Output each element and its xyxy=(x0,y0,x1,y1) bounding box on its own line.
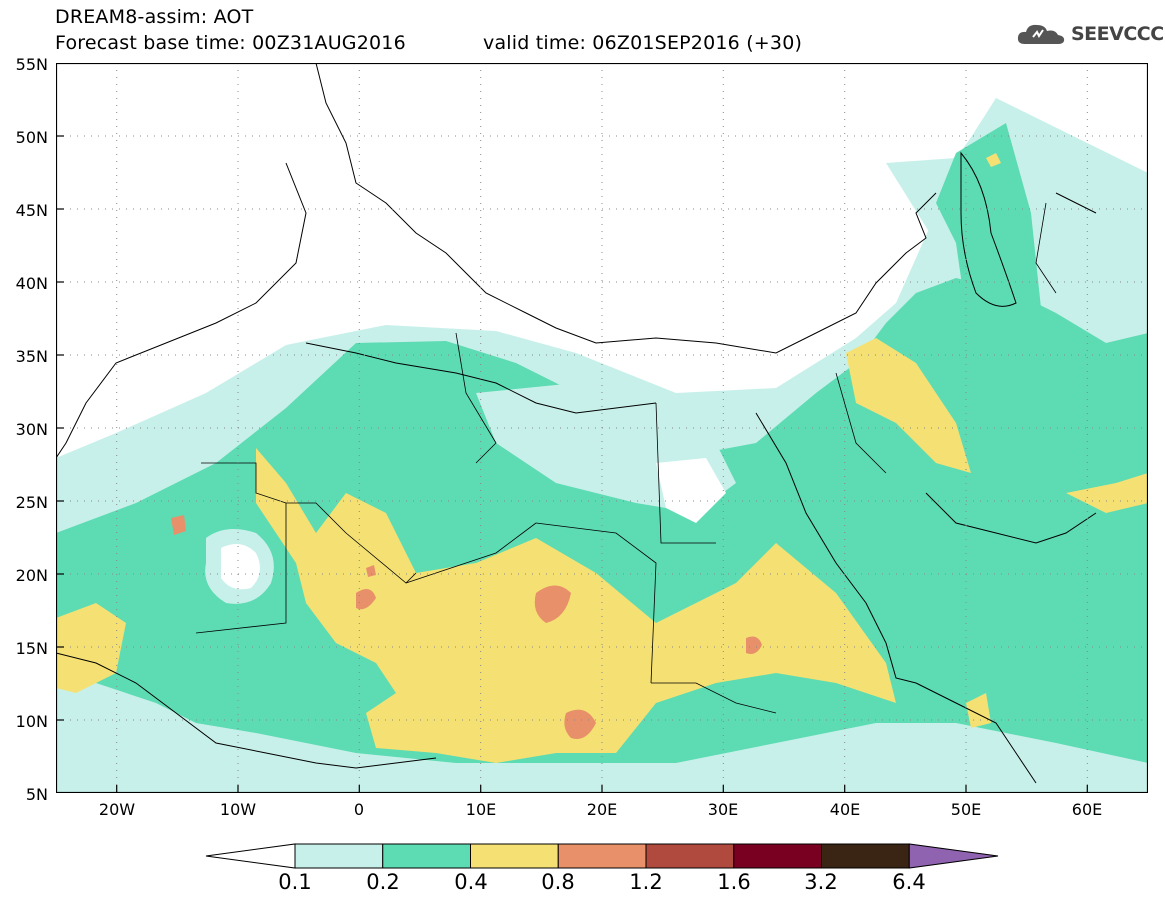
lat-label: 55N xyxy=(15,55,48,74)
colorbar-over-triangle xyxy=(908,843,999,869)
aot-map xyxy=(56,63,1148,793)
title-valid-time: valid time: 06Z01SEP2016 (+30) xyxy=(483,32,803,54)
lat-label: 20N xyxy=(15,566,48,585)
colorbar-segment xyxy=(733,843,822,869)
colorbar-segment xyxy=(382,843,471,869)
colorbar-under-triangle xyxy=(205,843,296,869)
colorbar-label: 0.8 xyxy=(541,870,575,894)
lat-label: 40N xyxy=(15,274,48,293)
lat-label: 30N xyxy=(15,420,48,439)
lon-label: 50E xyxy=(950,800,982,819)
title-base-time: Forecast base time: 00Z31AUG2016 xyxy=(55,32,406,54)
lat-label: 45N xyxy=(15,201,48,220)
colorbar-segment xyxy=(645,843,735,869)
colorbar-label: 0.4 xyxy=(454,870,488,894)
colorbar xyxy=(205,843,999,869)
colorbar-label: 1.2 xyxy=(629,870,663,894)
map-panel xyxy=(56,63,1148,793)
lon-label: 30E xyxy=(707,800,739,819)
lon-label: 0 xyxy=(353,800,365,819)
logo-text: SEEVCCC xyxy=(1071,23,1164,45)
colorbar-label: 0.1 xyxy=(278,870,312,894)
colorbar-label: 1.6 xyxy=(717,870,751,894)
colorbar-segment xyxy=(557,843,647,869)
lat-label: 35N xyxy=(15,347,48,366)
colorbar-label: 3.2 xyxy=(804,870,838,894)
lon-label: 10E xyxy=(465,800,497,819)
lon-label: 20E xyxy=(586,800,618,819)
lat-label: 15N xyxy=(15,639,48,658)
seevccc-logo: SEEVCCC xyxy=(1015,20,1164,48)
colorbar-label: 0.2 xyxy=(366,870,400,894)
lon-label: 10W xyxy=(219,800,257,819)
colorbar-segment xyxy=(821,843,910,869)
colorbar-label: 6.4 xyxy=(892,870,926,894)
lon-label: 20W xyxy=(98,800,136,819)
colorbar-segment xyxy=(470,843,559,869)
cloud-logo-icon xyxy=(1017,24,1065,44)
lon-label: 40E xyxy=(829,800,861,819)
lat-label: 5N xyxy=(25,785,48,804)
lat-label: 25N xyxy=(15,493,48,512)
colorbar-segment xyxy=(294,843,384,869)
title-line-1: DREAM8-assim: AOT xyxy=(55,6,254,28)
lat-label: 50N xyxy=(15,128,48,147)
lat-label: 10N xyxy=(15,712,48,731)
lon-label: 60E xyxy=(1071,800,1103,819)
